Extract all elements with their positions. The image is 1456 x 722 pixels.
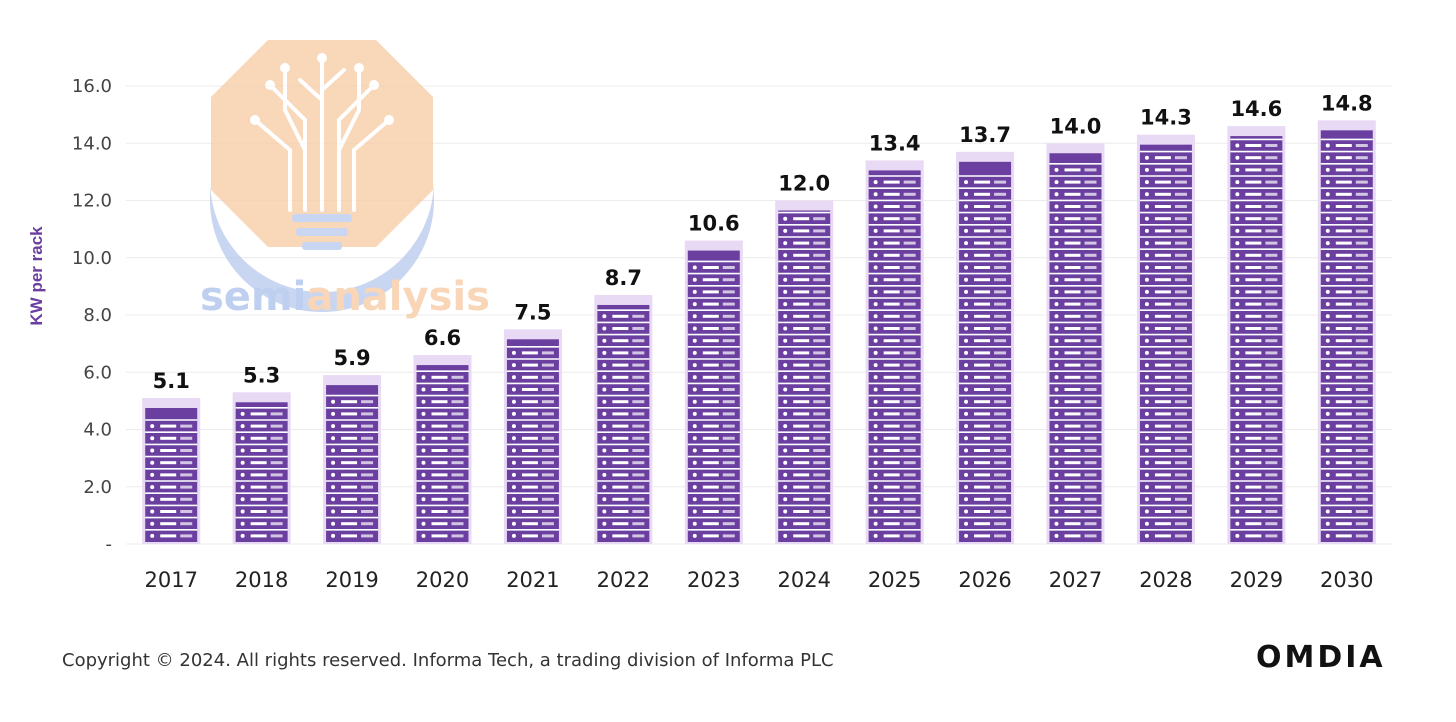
bar-2019 (323, 375, 382, 544)
watermark-text-right: analysis (306, 274, 490, 320)
y-axis-ticks: - 2.0 4.0 6.0 8.0 10.0 12.0 14.0 16.0 (72, 76, 112, 555)
bar-2027 (1046, 143, 1105, 544)
x-tick-label: 2026 (958, 568, 1011, 592)
bar-2021 (503, 329, 562, 544)
copyright-text: Copyright © 2024. All rights reserved. I… (62, 650, 834, 671)
y-tick-label: 4.0 (83, 420, 112, 441)
bar-2024 (775, 200, 834, 544)
x-tick-label: 2017 (144, 568, 197, 592)
y-tick-label: 16.0 (72, 76, 112, 97)
x-tick-label: 2023 (687, 568, 740, 592)
value-label: 6.6 (424, 326, 461, 350)
value-label: 12.0 (778, 172, 830, 196)
bar-2023 (684, 240, 743, 544)
x-tick-label: 2027 (1049, 568, 1102, 592)
y-tick-label: 10.0 (72, 248, 112, 269)
x-tick-label: 2030 (1320, 568, 1373, 592)
x-tick-label: 2018 (235, 568, 288, 592)
bar-2020 (413, 355, 472, 544)
bar-chart: - 2.0 4.0 6.0 8.0 10.0 12.0 14.0 16.0 KW per rac… (27, 40, 1392, 592)
bar-2028 (1136, 134, 1195, 544)
value-label: 8.7 (605, 266, 642, 290)
y-tick-label: 14.0 (72, 133, 112, 154)
value-label: 13.4 (869, 131, 921, 155)
value-labels: 5.1 5.3 5.9 6.6 7.5 8.7 10.6 12.0 13.4 13.7 14.0 14… (153, 91, 1373, 393)
bar-2030 (1317, 120, 1376, 544)
x-tick-label: 2024 (777, 568, 830, 592)
x-axis-ticks: 2017 2018 2019 2020 2021 2022 2023 2024 2025 2026… (144, 568, 1373, 592)
y-axis-label: KW per rack (27, 226, 46, 326)
bar-2017 (142, 398, 201, 544)
svg-text:semianalysis: semianalysis (200, 274, 490, 320)
y-tick-label: 2.0 (83, 477, 112, 498)
bar-2026 (956, 151, 1015, 544)
omdia-logo: OMDIA (1256, 640, 1386, 675)
value-label: 14.0 (1050, 114, 1102, 138)
x-tick-label: 2022 (597, 568, 650, 592)
y-tick-label: 6.0 (83, 362, 112, 383)
value-label: 14.3 (1140, 106, 1192, 130)
value-label: 5.3 (243, 363, 280, 387)
value-label: 10.6 (688, 212, 740, 236)
x-tick-label: 2019 (325, 568, 378, 592)
y-tick-label: 8.0 (83, 305, 112, 326)
watermark-text-left: semi (200, 274, 306, 320)
x-tick-label: 2021 (506, 568, 559, 592)
bar-2025 (865, 160, 924, 545)
x-tick-label: 2025 (868, 568, 921, 592)
value-label: 14.8 (1321, 91, 1373, 115)
bar-2018 (232, 392, 291, 544)
y-tick-label: - (106, 534, 113, 555)
value-label: 14.6 (1230, 97, 1282, 121)
x-tick-label: 2028 (1139, 568, 1192, 592)
bar-2029 (1227, 126, 1286, 544)
bars (142, 120, 1376, 545)
y-tick-label: 12.0 (72, 191, 112, 212)
x-tick-label: 2020 (416, 568, 469, 592)
value-label: 13.7 (959, 123, 1011, 147)
semianalysis-watermark: semianalysis (200, 40, 490, 320)
value-label: 5.1 (153, 369, 190, 393)
bar-2022 (594, 294, 653, 544)
x-tick-label: 2029 (1230, 568, 1283, 592)
value-label: 7.5 (514, 300, 551, 324)
value-label: 5.9 (333, 346, 370, 370)
